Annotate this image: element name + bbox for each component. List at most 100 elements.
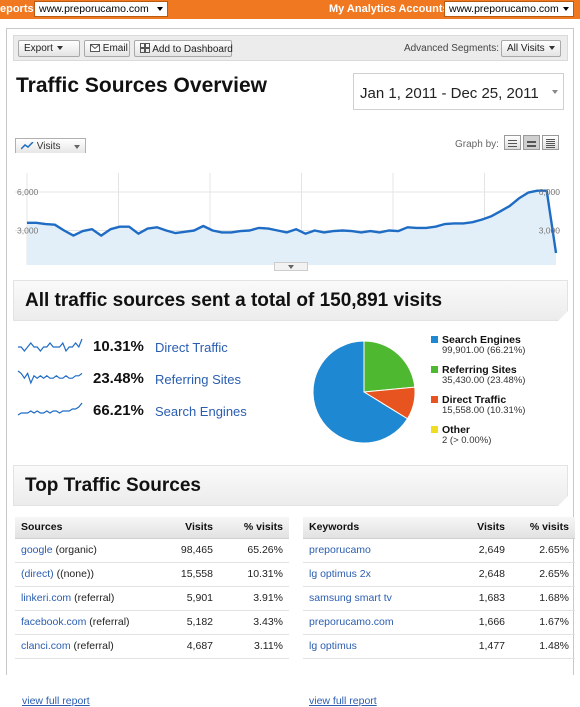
email-button[interactable]: Email (84, 40, 130, 57)
legend-swatch (431, 366, 438, 373)
traffic-pie-chart (312, 340, 416, 444)
source-link[interactable]: (direct) (21, 568, 54, 580)
y-tick-label-right: 6,000 (539, 187, 561, 197)
percent-visits-cell: 3.91% (219, 586, 289, 611)
source-summary-item[interactable]: 10.31% Direct Traffic (17, 335, 287, 359)
source-link[interactable]: google (21, 544, 53, 556)
export-button[interactable]: Export (18, 40, 80, 57)
source-name-link[interactable]: Referring Sites (155, 372, 241, 387)
visits-cell: 98,465 (145, 538, 219, 563)
keywords-table: Keywords Visits % visits preporucamo 2,64… (303, 517, 575, 659)
keyword-cell: lg optimus 2x (303, 562, 433, 587)
chevron-down-icon (548, 46, 555, 51)
source-medium: (referral) (73, 640, 114, 652)
sources-view-full-report-link[interactable]: view full report (22, 695, 90, 707)
page-title: Traffic Sources Overview (16, 74, 267, 97)
visits-cell: 5,182 (145, 610, 219, 635)
legend-detail: 2 (> 0.00%) (442, 435, 492, 446)
keyword-link[interactable]: preporucamo.com (309, 616, 394, 628)
keyword-link[interactable]: lg optimus 2x (309, 568, 371, 580)
visits-chart-svg: Jan 1 - Jan 1Feb 27 - Mar 5May 1 - May 7… (15, 153, 561, 280)
graph-by-label: Graph by: (455, 139, 499, 150)
legend-label: Other (442, 424, 471, 436)
keyword-link[interactable]: preporucamo (309, 544, 371, 556)
percent-visits-cell: 3.11% (219, 634, 289, 659)
table-header-row: Sources Visits % visits (15, 517, 289, 539)
graph-by-day-button[interactable] (504, 135, 521, 150)
column-header: % visits (219, 517, 289, 539)
visits-area (27, 190, 556, 280)
chevron-down-icon (552, 90, 558, 94)
source-cell: facebook.com (referral) (15, 610, 145, 635)
collapse-chart-button[interactable] (274, 262, 308, 271)
keyword-cell: lg optimus (303, 634, 433, 659)
percent-visits-cell: 65.26% (219, 538, 289, 563)
source-link[interactable]: clanci.com (21, 640, 71, 652)
percent-visits-cell: 1.68% (511, 586, 575, 611)
table-row: (direct) ((none)) 15,558 10.31% (15, 562, 289, 587)
source-percent: 10.31% (93, 338, 144, 355)
legend-swatch (431, 396, 438, 403)
metric-select[interactable]: Visits (15, 138, 86, 154)
column-header: Sources (15, 517, 145, 539)
table-row: linkeri.com (referral) 5,901 3.91% (15, 586, 289, 611)
summary-header: All traffic sources sent a total of 150,… (13, 280, 568, 321)
add-to-dashboard-button[interactable]: Add to Dashboard (134, 40, 233, 57)
legend-detail: 99,901.00 (66.21%) (442, 345, 526, 356)
keyword-cell: preporucamo.com (303, 610, 433, 635)
report-panel: Export Email Add to Dashboard Advanced S… (6, 28, 575, 707)
keyword-cell: samsung smart tv (303, 586, 433, 611)
legend-detail: 15,558.00 (10.31%) (442, 405, 526, 416)
source-medium: (organic) (55, 544, 97, 556)
keywords-view-full-report-link[interactable]: view full report (309, 695, 377, 707)
legend-label: Direct Traffic (442, 394, 507, 406)
column-header: Keywords (303, 517, 433, 539)
y-tick-label: 6,000 (17, 187, 39, 197)
account-bar: eports: www.preporucamo.com My Analytics… (0, 0, 580, 19)
source-cell: clanci.com (referral) (15, 634, 145, 659)
table-row: lg optimus 1,477 1.48% (303, 634, 575, 659)
source-cell: linkeri.com (referral) (15, 586, 145, 611)
keyword-link[interactable]: lg optimus (309, 640, 357, 652)
top-sources-title: Top Traffic Sources (25, 475, 201, 496)
source-name-link[interactable]: Direct Traffic (155, 340, 228, 355)
visits-cell: 15,558 (145, 562, 219, 587)
sparkline-line (17, 402, 83, 416)
table-row: preporucamo 2,649 2.65% (303, 538, 575, 563)
chevron-down-icon (288, 265, 294, 269)
column-header: Visits (433, 517, 511, 539)
chevron-down-icon (563, 7, 569, 11)
reports-profile-select[interactable]: www.preporucamo.com (34, 1, 168, 17)
pie-slice (363, 340, 416, 393)
accounts-select[interactable]: www.preporucamo.com (444, 1, 574, 17)
legend-swatch (431, 336, 438, 343)
visits-cell: 1,683 (433, 586, 511, 611)
source-summary-item[interactable]: 23.48% Referring Sites (17, 367, 287, 391)
chevron-down-icon (56, 46, 63, 51)
keyword-link[interactable]: samsung smart tv (309, 592, 392, 604)
y-tick-label: 3,000 (17, 226, 39, 236)
advanced-segments-select[interactable]: All Visits (501, 40, 561, 57)
table-row: google (organic) 98,465 65.26% (15, 538, 289, 563)
graph-by-week-button[interactable] (523, 135, 540, 150)
table-row: preporucamo.com 1,666 1.67% (303, 610, 575, 635)
graph-by-month-button[interactable] (542, 135, 559, 150)
source-summary-item[interactable]: 66.21% Search Engines (17, 399, 287, 423)
visits-cell: 2,648 (433, 562, 511, 587)
table-row: clanci.com (referral) 4,687 3.11% (15, 634, 289, 659)
chevron-down-icon (74, 145, 80, 149)
column-header: % visits (511, 517, 575, 539)
dashboard-icon (140, 43, 150, 53)
visits-line (27, 189, 558, 254)
percent-visits-cell: 3.43% (219, 610, 289, 635)
source-link[interactable]: facebook.com (21, 616, 87, 628)
table-row: lg optimus 2x 2,648 2.65% (303, 562, 575, 587)
date-range-picker[interactable]: Jan 1, 2011 - Dec 25, 2011 (353, 73, 564, 110)
source-cell: google (organic) (15, 538, 145, 563)
percent-visits-cell: 2.65% (511, 538, 575, 563)
source-link[interactable]: linkeri.com (21, 592, 72, 604)
source-name-link[interactable]: Search Engines (155, 404, 247, 419)
envelope-icon (90, 44, 100, 52)
visits-cell: 5,901 (145, 586, 219, 611)
source-cell: (direct) ((none)) (15, 562, 145, 587)
